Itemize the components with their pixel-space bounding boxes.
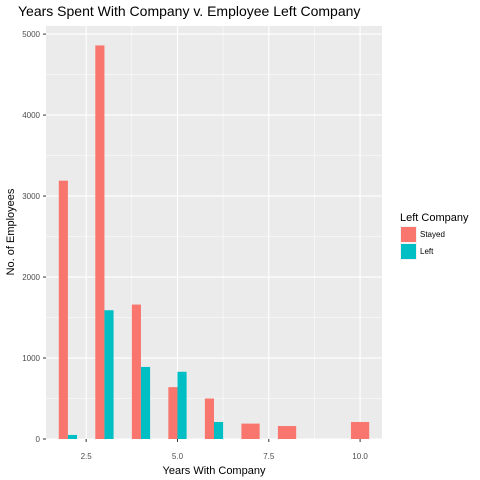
x-axis-ticks: 2.5 5.0 7.5 10.0 [81,439,368,461]
legend: Left Company Stayed Left [400,212,469,260]
legend-label-stayed: Stayed [420,230,445,239]
bar-stayed [95,45,105,439]
y-axis-title: No. of Employees [5,188,17,275]
bar-left [177,371,187,439]
x-tick-label: 10.0 [352,452,368,461]
x-tick-label: 2.5 [81,452,93,461]
bar-left [104,310,114,439]
y-tick-label: 2000 [22,273,40,282]
bar-stayed [58,180,68,439]
bar-stayed [204,398,214,439]
bar-left [140,366,151,439]
bar-stayed [350,421,370,439]
y-tick-label: 4000 [22,111,40,120]
x-tick-label: 7.5 [263,452,275,461]
x-tick-label: 5.0 [172,452,184,461]
bar-left [67,434,78,439]
legend-swatch-left [401,244,416,259]
chart-title: Years Spent With Company v. Employee Lef… [18,3,360,19]
legend-label-left: Left [420,247,434,256]
legend-swatch-stayed [401,227,416,242]
bar-left [214,421,224,439]
bar-stayed [131,304,141,439]
x-axis-title: Years With Company [163,465,266,477]
y-tick-label: 3000 [22,192,40,201]
y-tick-label: 1000 [22,354,40,363]
y-tick-label: 0 [36,435,41,444]
bar-stayed [241,423,260,439]
y-tick-label: 5000 [22,30,40,39]
bar-stayed [277,426,297,439]
bar-stayed [168,387,178,439]
legend-title: Left Company [400,212,469,224]
y-axis-ticks: 0 1000 2000 3000 4000 5000 [22,30,46,444]
bars [58,45,370,439]
